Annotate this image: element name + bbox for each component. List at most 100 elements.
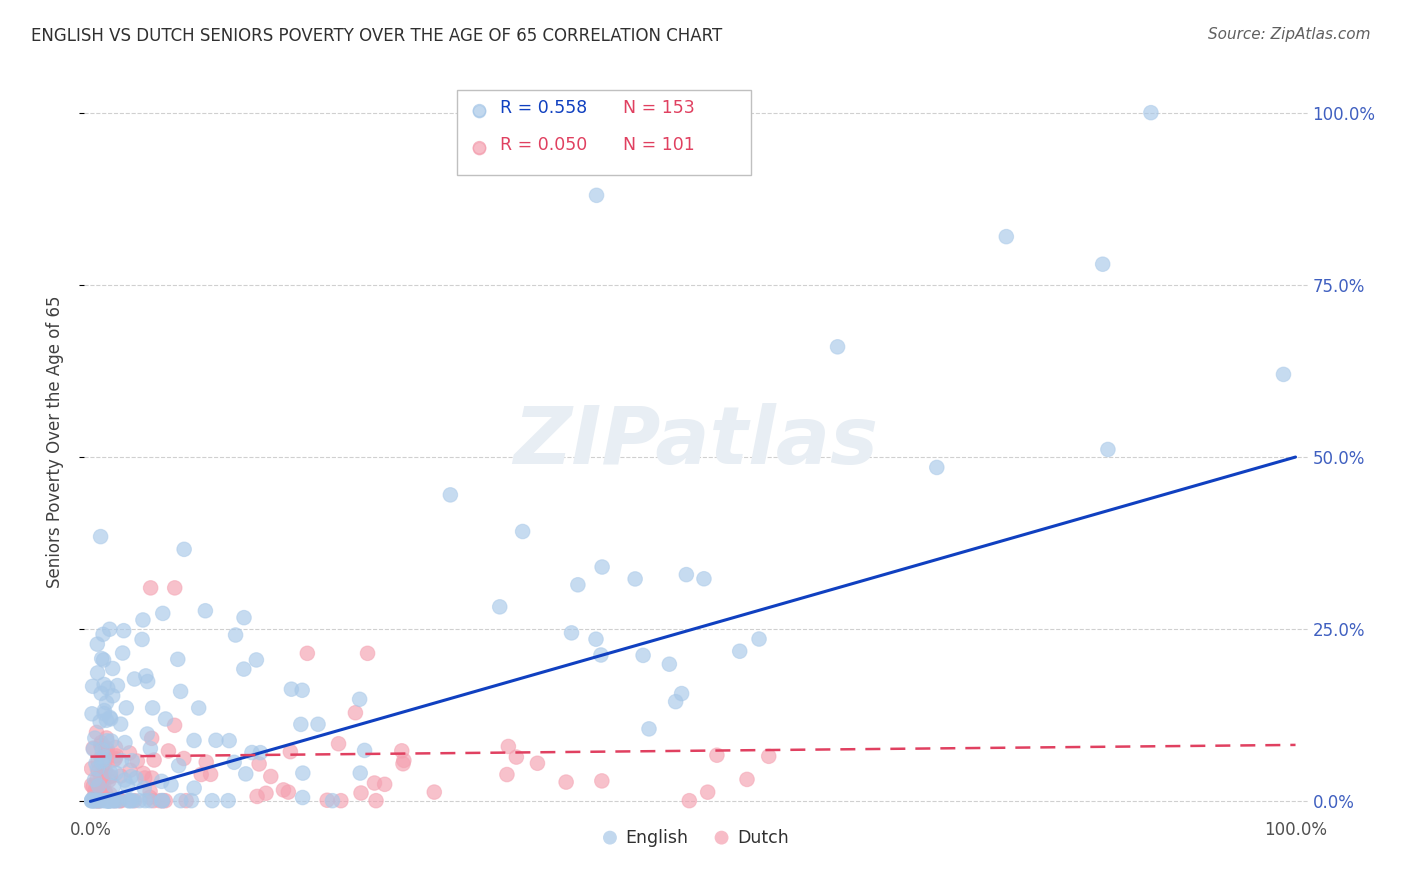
- Point: [329, 794, 352, 808]
- Point: [87, 789, 110, 804]
- Text: R = 0.558: R = 0.558: [501, 99, 588, 118]
- Point: [356, 646, 378, 660]
- Point: [131, 632, 153, 647]
- Point: [364, 794, 387, 808]
- Point: [246, 789, 269, 804]
- Point: [84, 783, 107, 797]
- Point: [80, 794, 103, 808]
- Point: [155, 794, 177, 808]
- Point: [665, 695, 688, 709]
- Point: [589, 648, 612, 662]
- Point: [87, 794, 110, 808]
- Point: [225, 628, 247, 642]
- Point: [110, 794, 132, 808]
- Point: [344, 706, 367, 720]
- Point: [80, 762, 103, 776]
- Point: [90, 750, 112, 764]
- Point: [110, 794, 132, 808]
- Point: [84, 756, 107, 771]
- Point: [363, 776, 385, 790]
- Point: [363, 776, 385, 790]
- Point: [100, 734, 122, 748]
- Point: [101, 794, 124, 808]
- Point: [254, 786, 277, 800]
- Point: [160, 778, 183, 792]
- Point: [94, 740, 117, 755]
- Point: [122, 794, 145, 808]
- Point: [344, 706, 367, 720]
- Point: [125, 772, 148, 786]
- Point: [100, 765, 122, 780]
- Point: [1097, 442, 1119, 457]
- Point: [90, 755, 112, 769]
- Point: [103, 753, 125, 767]
- Point: [94, 794, 117, 808]
- Point: [195, 755, 218, 769]
- Point: [591, 560, 613, 574]
- Point: [141, 731, 163, 746]
- Point: [134, 781, 156, 796]
- Point: [121, 754, 143, 768]
- Point: [91, 789, 114, 804]
- Point: [104, 794, 127, 808]
- Point: [96, 731, 118, 745]
- Point: [107, 794, 129, 808]
- Point: [245, 653, 267, 667]
- Point: [505, 750, 527, 764]
- Point: [118, 794, 141, 808]
- Point: [194, 604, 217, 618]
- Point: [141, 731, 163, 746]
- Point: [280, 745, 302, 759]
- Point: [82, 742, 104, 756]
- Point: [132, 766, 155, 780]
- Point: [139, 581, 162, 595]
- Point: [96, 713, 118, 727]
- Point: [82, 780, 104, 794]
- Point: [100, 769, 122, 783]
- Point: [97, 681, 120, 695]
- Point: [87, 789, 110, 804]
- Point: [91, 743, 114, 757]
- Point: [280, 745, 302, 759]
- Point: [157, 744, 180, 758]
- Point: [87, 764, 110, 778]
- Point: [157, 744, 180, 758]
- Point: [96, 794, 118, 808]
- Point: [246, 789, 269, 804]
- Point: [82, 792, 104, 806]
- Point: [101, 661, 124, 675]
- Point: [111, 646, 134, 660]
- Point: [328, 737, 350, 751]
- Point: [240, 746, 263, 760]
- Point: [80, 794, 103, 808]
- Point: [149, 794, 172, 808]
- Point: [1140, 105, 1163, 120]
- Point: [80, 794, 103, 808]
- Point: [132, 766, 155, 780]
- Point: [194, 604, 217, 618]
- Point: [134, 771, 156, 785]
- Point: [291, 766, 314, 780]
- Point: [232, 662, 254, 676]
- Point: [93, 756, 115, 771]
- Point: [166, 652, 188, 666]
- Point: [104, 751, 127, 765]
- Point: [90, 530, 112, 544]
- Point: [93, 776, 115, 790]
- Point: [235, 767, 257, 781]
- Point: [391, 744, 413, 758]
- Point: [350, 786, 373, 800]
- Point: [134, 794, 156, 808]
- Point: [254, 786, 277, 800]
- Point: [152, 794, 174, 808]
- Point: [439, 488, 461, 502]
- Point: [349, 766, 371, 780]
- Point: [96, 742, 118, 756]
- Point: [89, 714, 111, 729]
- Point: [90, 792, 112, 806]
- Point: [591, 773, 613, 788]
- Point: [183, 733, 205, 747]
- Point: [80, 778, 103, 792]
- Point: [98, 770, 121, 784]
- Point: [142, 701, 165, 715]
